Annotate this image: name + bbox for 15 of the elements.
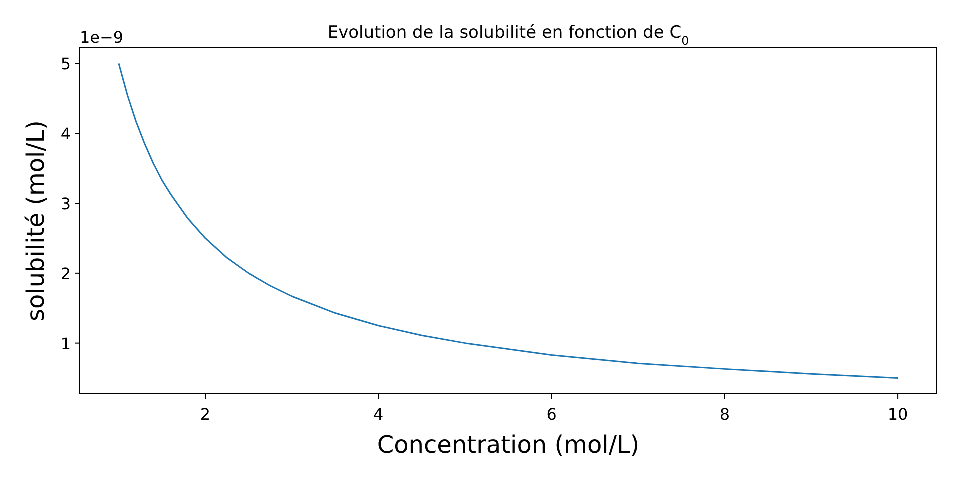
y-tick-label: 3	[60, 194, 71, 214]
x-tick-label: 4	[374, 405, 384, 424]
x-tick-label: 8	[720, 405, 730, 424]
chart-title: Evolution de la solubilité en fonction de C$_{0}$	[328, 23, 690, 48]
x-tick-label: 2	[200, 405, 211, 424]
y-tick-label: 5	[60, 54, 71, 74]
x-tick-label: 10	[888, 405, 908, 424]
text: 1e−9	[80, 28, 124, 47]
y-tick-label: 4	[60, 124, 71, 144]
y-tick-label: 1	[60, 334, 71, 354]
y-tick-label: 2	[60, 264, 71, 284]
x-tick-label: 6	[546, 405, 557, 424]
x-axis-title: Concentration (mol/L)	[377, 431, 640, 459]
line-series	[118, 62, 899, 380]
y-axis-title: solubilité (mol/L)	[22, 120, 50, 322]
